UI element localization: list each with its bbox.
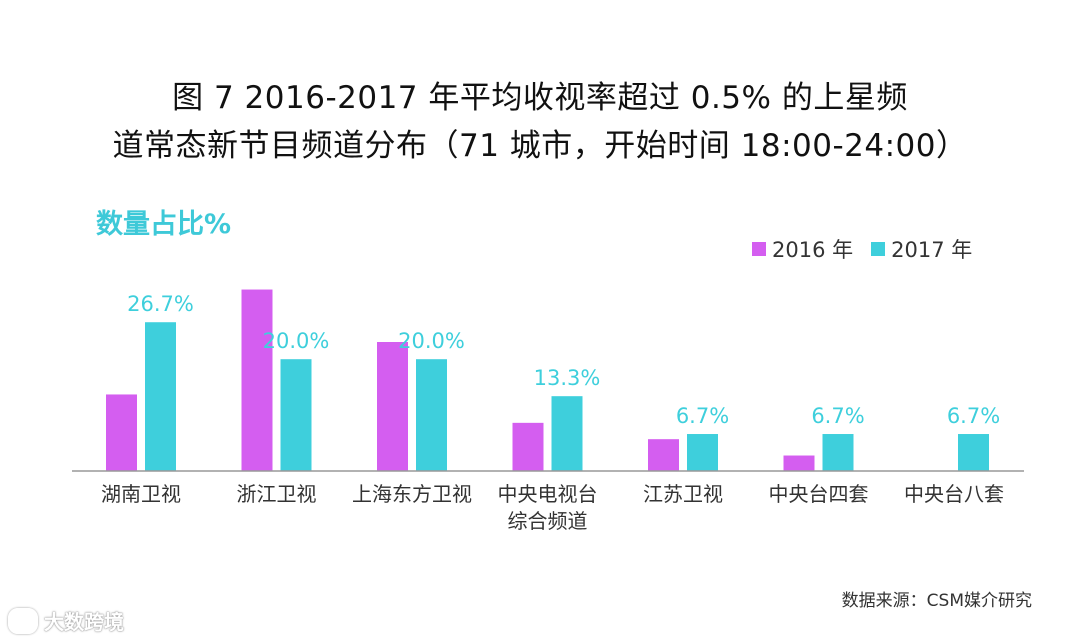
data-label-2017-3: 13.3% xyxy=(534,366,601,390)
category-label-6-0: 中央台八套 xyxy=(904,482,1004,506)
bar-2016-1 xyxy=(241,289,273,471)
legend: 2016 年 2017 年 xyxy=(752,234,990,264)
data-label-2017-5: 6.7% xyxy=(811,404,864,428)
data-source: 数据来源：CSM媒介研究 xyxy=(841,591,1032,611)
category-label-2-0: 上海东方卫视 xyxy=(352,482,472,506)
chart-title-line-2: 道常态新节目频道分布（71 城市，开始时间 18:00-24:00） xyxy=(112,128,968,164)
data-label-2017-2: 20.0% xyxy=(398,329,465,353)
chart-title: 图 7 2016-2017 年平均收视率超过 0.5% 的上星频 道常态新节目频… xyxy=(0,74,1080,170)
data-label-2017-1: 20.0% xyxy=(263,329,330,353)
category-label-1-0: 浙江卫视 xyxy=(237,482,317,506)
bar-2017-4 xyxy=(687,434,718,471)
data-label-2017-6: 6.7% xyxy=(947,404,1000,428)
category-label-3-0: 中央电视台 xyxy=(498,482,598,506)
legend-label-2017: 2017 年 xyxy=(891,238,973,262)
bar-2016-2 xyxy=(377,342,408,471)
y-axis-label: 数量占比% xyxy=(96,209,232,240)
chart-title-line-1: 图 7 2016-2017 年平均收视率超过 0.5% 的上星频 xyxy=(172,80,908,116)
bar-2017-5 xyxy=(822,434,854,471)
data-label-2017-4: 6.7% xyxy=(676,404,729,428)
bar-2017-2 xyxy=(416,359,447,471)
category-label-0-0: 湖南卫视 xyxy=(101,482,181,506)
bar-2016-5 xyxy=(783,455,815,471)
legend-item-2017: 2017 年 xyxy=(871,234,972,264)
category-label-4-0: 江苏卫视 xyxy=(643,482,723,506)
bar-2016-4 xyxy=(648,439,679,471)
bar-2016-0 xyxy=(106,394,137,471)
category-label-3-1: 综合频道 xyxy=(508,509,588,533)
watermark: 大数跨境 xyxy=(8,606,124,635)
legend-label-2016: 2016 年 xyxy=(772,238,854,262)
legend-swatch-2017 xyxy=(871,242,886,256)
bar-2017-3 xyxy=(551,396,583,471)
data-label-2017-0: 26.7% xyxy=(127,292,194,316)
legend-swatch-2016 xyxy=(752,242,766,256)
bar-2017-1 xyxy=(280,359,312,471)
bar-2017-6 xyxy=(958,434,989,471)
category-label-5-0: 中央台四套 xyxy=(769,482,869,506)
bar-2017-0 xyxy=(145,322,176,471)
watermark-logo-icon xyxy=(8,607,38,634)
bar-2016-3 xyxy=(512,422,544,471)
legend-item-2016: 2016 年 xyxy=(752,234,853,264)
watermark-text: 大数跨境 xyxy=(44,610,124,634)
